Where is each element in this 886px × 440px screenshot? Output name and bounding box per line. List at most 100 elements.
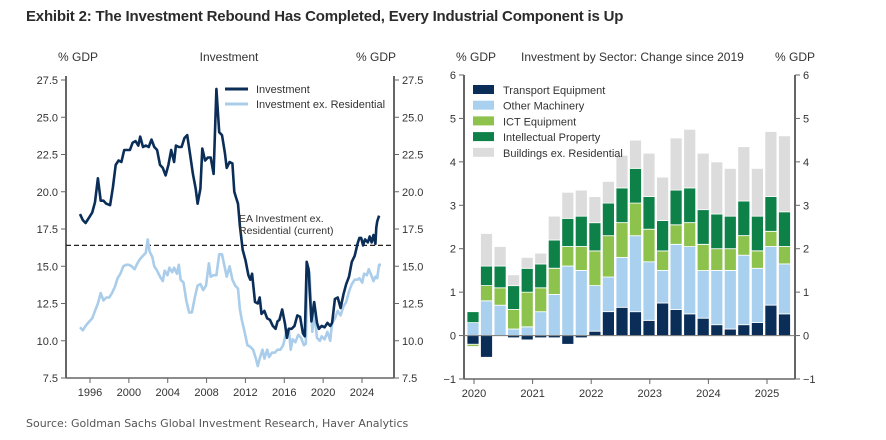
y-tick-label-right: 12.5 <box>402 299 423 311</box>
y-tick-label-right: 20.0 <box>402 187 423 199</box>
legend-swatch <box>473 147 494 157</box>
bar-segment-intellectual-property <box>493 265 507 289</box>
bar-segment-buildings-ex-residential <box>710 161 724 215</box>
bar-segment-other-machinery <box>656 269 670 304</box>
y-tick-label-left: 1 <box>450 287 456 299</box>
x-tick-label: 2024 <box>696 388 720 400</box>
bar-segment-transport-equipment <box>764 304 778 337</box>
legend-label: ICT Equipment <box>503 116 576 128</box>
x-tick-label: 2016 <box>272 387 296 399</box>
legend-swatch <box>473 116 494 126</box>
bar-segment-other-machinery <box>547 293 561 336</box>
right-ylabel-right: % GDP <box>775 50 815 64</box>
bar-segment-transport-equipment <box>615 306 629 336</box>
bar-segment-intellectual-property <box>683 187 697 223</box>
bar-segment-intellectual-property <box>601 202 615 237</box>
legend-swatch <box>473 100 494 110</box>
y-tick-label-right: 1 <box>803 287 809 299</box>
bar-segment-other-machinery <box>493 304 507 337</box>
left-ylabel-right: % GDP <box>356 50 396 64</box>
bar-segment-other-machinery <box>507 328 520 337</box>
bar-segment-buildings-ex-residential <box>723 167 737 217</box>
y-tick-label-left: 7.5 <box>43 373 58 385</box>
bar-segment-other-machinery <box>561 265 575 337</box>
bar-segment-buildings-ex-residential <box>629 139 642 169</box>
y-tick-label-right: 10.0 <box>402 336 423 348</box>
sector-bar-chart: % GDP Investment by Sector: Change since… <box>443 50 816 400</box>
y-tick-label-left: 4 <box>450 157 456 169</box>
bar-segment-ict-equipment <box>520 291 534 328</box>
bar-segment-intellectual-property <box>520 267 534 293</box>
bar-segment-intellectual-property <box>466 311 480 324</box>
y-tick-label-left: 22.5 <box>37 150 58 162</box>
y-tick-label-right: −1 <box>803 374 816 386</box>
bar-segment-ict-equipment <box>601 235 615 278</box>
bar-segment-buildings-ex-residential <box>683 128 697 189</box>
bar-segment-other-machinery <box>737 254 751 326</box>
bar-segment-transport-equipment <box>669 309 683 337</box>
bar-segment-ict-equipment <box>642 228 656 263</box>
bar-segment-ict-equipment <box>561 246 575 267</box>
bar-segment-ict-equipment <box>710 248 724 271</box>
bar-segment-other-machinery <box>601 276 615 312</box>
bar-segment-other-machinery <box>710 269 724 326</box>
y-tick-label-right: 6 <box>803 70 809 82</box>
bar-segment-ict-equipment <box>629 202 642 237</box>
bar-segment-buildings-ex-residential <box>534 252 548 265</box>
bar-segment-other-machinery <box>764 246 778 306</box>
bar-segment-transport-equipment <box>642 319 656 336</box>
bar-segment-other-machinery <box>466 322 480 336</box>
bar-segment-ict-equipment <box>750 250 764 269</box>
bar-segment-ict-equipment <box>669 224 683 245</box>
bar-segment-buildings-ex-residential <box>561 191 575 219</box>
bar-segment-transport-equipment <box>656 302 670 336</box>
annotation-line-1: EA Investment ex. <box>239 213 324 225</box>
x-tick-label: 2000 <box>117 387 141 399</box>
y-tick-label-right: 17.5 <box>402 224 423 236</box>
bar-segment-other-machinery <box>534 311 548 337</box>
bar-segment-ict-equipment <box>778 246 791 265</box>
exhibit-title: Exhibit 2: The Investment Rebound Has Co… <box>26 8 624 25</box>
y-tick-label-left: 27.5 <box>37 75 58 87</box>
bar-segment-ict-equipment <box>656 250 670 271</box>
investment-line-chart: % GDP Investment % GDP 7.5 7.5 10.0 10.0 12.… <box>37 50 424 399</box>
y-tick-label-right: 22.5 <box>402 150 423 162</box>
bar-segment-buildings-ex-residential <box>601 180 615 204</box>
y-tick-label-left: 5 <box>450 113 456 125</box>
bar-segment-ict-equipment <box>480 285 493 302</box>
bar-segment-buildings-ex-residential <box>778 135 791 213</box>
bar-segment-intellectual-property <box>547 239 561 269</box>
bar-segment-transport-equipment <box>561 335 575 345</box>
bar-segment-buildings-ex-residential <box>480 233 493 267</box>
right-chart-title: Investment by Sector: Change since 2019 <box>521 50 744 64</box>
legend-label: Intellectual Property <box>503 132 601 144</box>
bar-segment-buildings-ex-residential <box>520 256 534 269</box>
y-tick-label-right: 3 <box>803 200 809 212</box>
bar-segment-intellectual-property <box>534 263 548 289</box>
bar-segment-other-machinery <box>520 326 534 336</box>
y-tick-label-left: 2 <box>450 244 456 256</box>
y-tick-label-right: 25.0 <box>402 112 423 124</box>
bar-segment-ict-equipment <box>588 250 602 286</box>
bar-segment-intellectual-property <box>764 196 778 232</box>
bar-segment-buildings-ex-residential <box>588 196 602 224</box>
bar-segment-ict-equipment <box>696 243 710 271</box>
bar-segment-ict-equipment <box>764 230 778 247</box>
x-tick-label: 2021 <box>520 388 544 400</box>
left-chart-title: Investment <box>200 50 259 64</box>
bar-segment-other-machinery <box>778 263 791 315</box>
bar-segment-ict-equipment <box>507 309 520 330</box>
series-line-investment-ex-residential <box>79 238 381 368</box>
bar-segment-buildings-ex-residential <box>574 189 588 217</box>
bar-segment-ict-equipment <box>574 246 588 271</box>
bar-segment-intellectual-property <box>574 215 588 247</box>
bar-segment-buildings-ex-residential <box>642 152 656 197</box>
bar-segment-intellectual-property <box>588 222 602 252</box>
y-tick-label-left: 15.0 <box>37 261 58 273</box>
bar-segment-intellectual-property <box>750 215 764 252</box>
y-tick-label-left: 20.0 <box>37 187 58 199</box>
bar-segment-transport-equipment <box>750 322 764 336</box>
x-tick-label: 2025 <box>755 388 779 400</box>
bar-segment-ict-equipment <box>723 248 737 271</box>
bar-segment-intellectual-property <box>507 285 520 310</box>
